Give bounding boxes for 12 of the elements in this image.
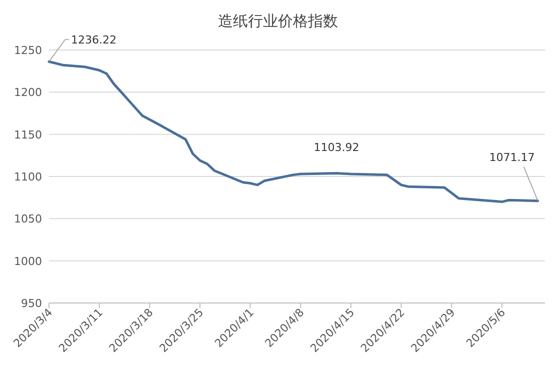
- y-tick-label: 1200: [14, 86, 42, 100]
- y-tick-label: 1100: [14, 170, 42, 184]
- annotation: 1071.17: [489, 150, 535, 164]
- y-tick-label: 1000: [14, 254, 42, 268]
- chart-title: 造纸行业价格指数: [218, 12, 338, 30]
- annotation: 1103.92: [314, 141, 360, 154]
- y-tick-label: 1150: [14, 128, 42, 142]
- y-tick-label: 1050: [14, 212, 42, 226]
- annotation: 1236.22: [71, 34, 116, 47]
- y-tick-label: 950: [21, 297, 42, 310]
- y-tick-label: 1250: [14, 44, 42, 57]
- line-series: [48, 60, 540, 204]
